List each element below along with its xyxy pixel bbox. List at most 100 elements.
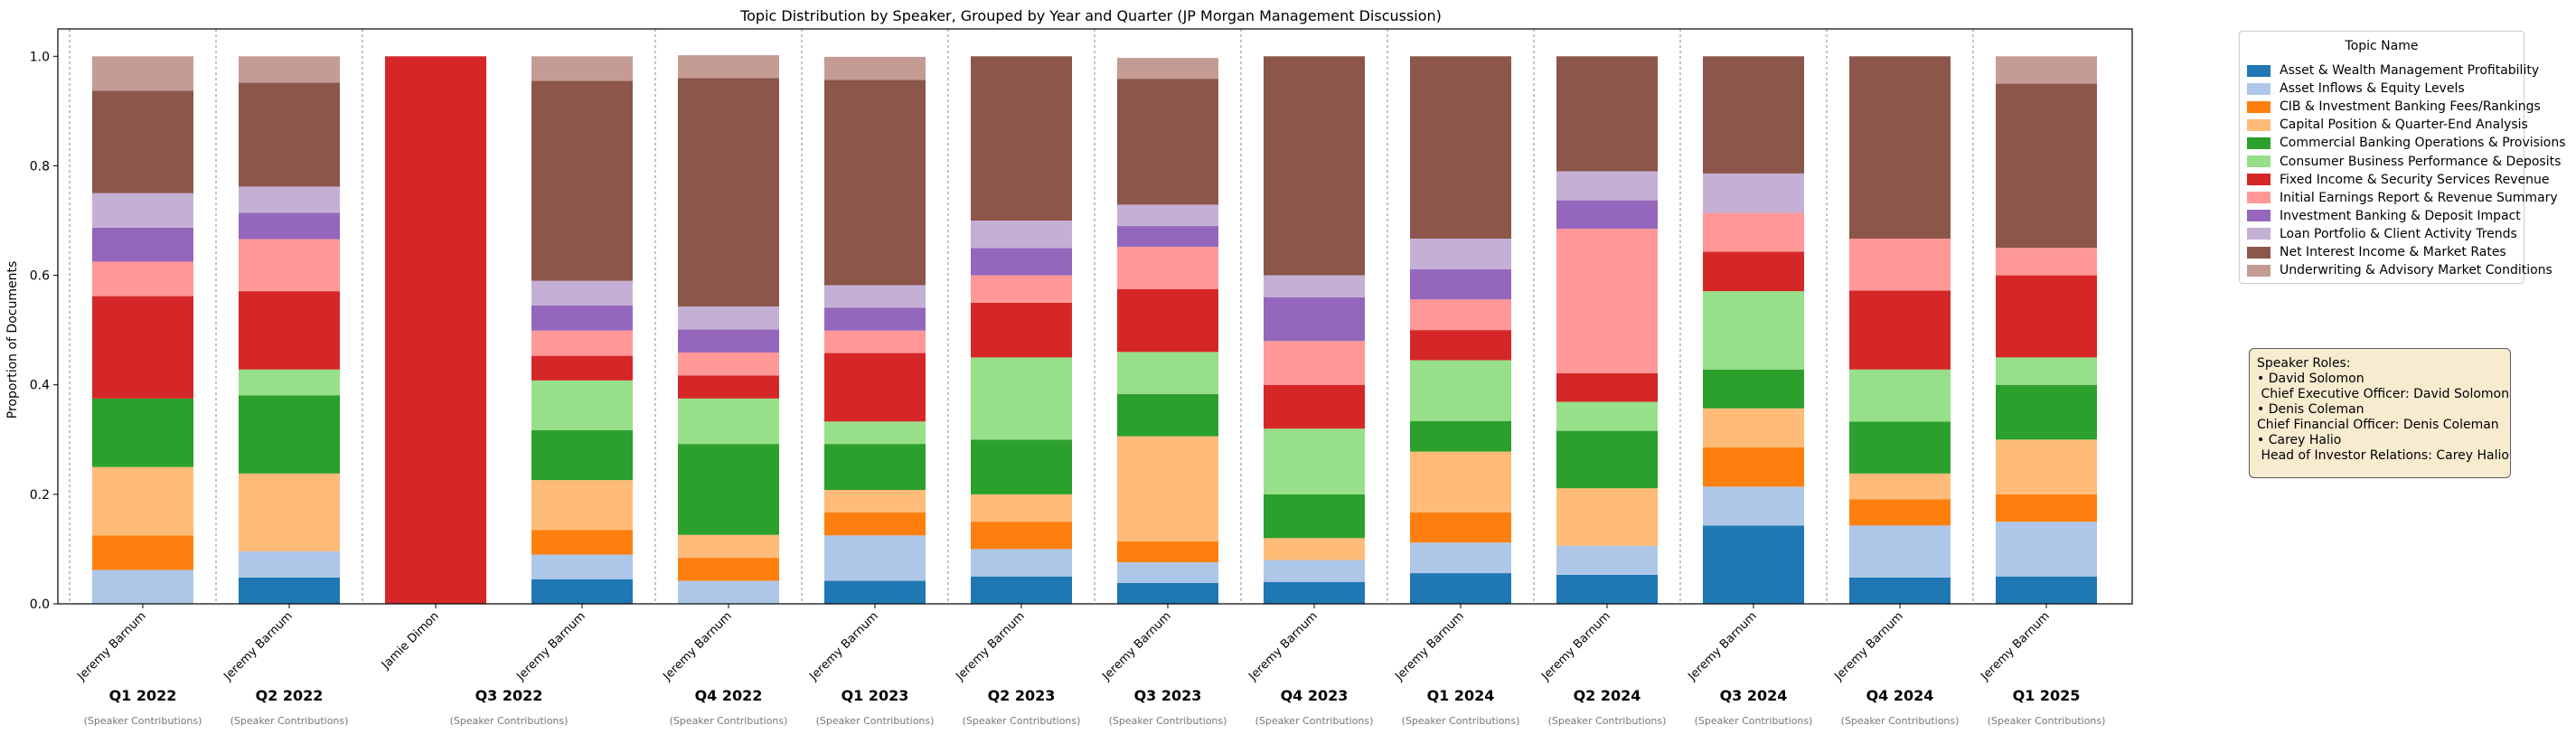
bar-segment <box>1996 439 2097 494</box>
quarter-sublabel: (Speaker Contributions) <box>230 715 349 727</box>
bar-segment <box>971 439 1072 494</box>
bar-segment <box>824 307 926 331</box>
x-tick-label: Jamie Dimon <box>379 609 442 673</box>
bar-segment <box>531 530 633 555</box>
bar-segment <box>1703 369 1804 409</box>
bar-segment <box>824 285 926 308</box>
legend-label: Capital Position & Quarter-End Analysis <box>2280 118 2528 133</box>
bar-segment <box>1996 357 2097 385</box>
bar-segment <box>824 580 926 604</box>
bar-segment <box>1996 275 2097 358</box>
bar-segment <box>971 248 1072 276</box>
y-tick-label: 0.8 <box>30 159 50 174</box>
bar-segment <box>1117 394 1218 437</box>
quarter-label: Q2 2022 <box>256 687 324 704</box>
quarter-label: Q3 2022 <box>475 687 543 704</box>
bar-segment <box>1996 248 2097 276</box>
bar-segment <box>239 550 340 578</box>
legend-swatch <box>2247 192 2270 204</box>
x-tick-label: Jeremy Barnum <box>660 609 734 683</box>
bar-segment <box>1410 573 1511 604</box>
bar-segment <box>971 576 1072 604</box>
bar-segment <box>1556 200 1658 230</box>
legend-item: Consumer Business Performance & Deposits <box>2247 154 2561 170</box>
bar-segment <box>824 535 926 581</box>
bar-segment <box>92 227 193 262</box>
quarter-sublabel: (Speaker Contributions) <box>816 715 935 727</box>
bar-segment <box>1410 451 1511 513</box>
legend-label: Initial Earnings Report & Revenue Summar… <box>2280 190 2558 205</box>
bar-segment <box>239 212 340 240</box>
bar-segment <box>1996 494 2097 522</box>
x-tick-label: Jeremy Barnum <box>1392 609 1466 683</box>
bar-segment <box>971 302 1072 358</box>
quarter-label: Q4 2022 <box>695 687 763 704</box>
roles-line: Head of Investor Relations: Carey Halio <box>2257 448 2509 463</box>
bar-segment <box>678 558 779 581</box>
bar-segment <box>1556 545 1658 575</box>
legend-label: Asset & Wealth Management Profitability <box>2280 63 2540 78</box>
bar-segment <box>531 330 633 356</box>
bar-segment <box>678 444 779 535</box>
bar-segment <box>1117 582 1218 604</box>
plot-frame <box>57 28 2133 605</box>
bar-segment <box>824 512 926 536</box>
bar-segment <box>1556 401 1658 431</box>
bar-segment <box>1556 372 1658 402</box>
y-axis-label: Proportion of Documents <box>5 261 20 419</box>
quarter-sublabel: (Speaker Contributions) <box>1841 715 1960 727</box>
bar-segment <box>1117 226 1218 248</box>
legend-item: Underwriting & Advisory Market Condition… <box>2247 262 2552 278</box>
bar-segment <box>1410 56 1511 239</box>
legend-swatch <box>2247 82 2270 95</box>
bar-segment <box>531 355 633 381</box>
quarter-sublabel: (Speaker Contributions) <box>1255 715 1374 727</box>
legend-label: Consumer Business Performance & Deposits <box>2280 154 2562 169</box>
legend-swatch <box>2247 64 2270 77</box>
bar-segment <box>1849 56 1951 239</box>
bar-segment <box>1703 447 1804 487</box>
bar-segment <box>92 466 193 536</box>
legend-item: Asset & Wealth Management Profitability <box>2247 62 2539 79</box>
bar-segment <box>1117 561 1218 583</box>
legend-label: CIB & Investment Banking Fees/Rankings <box>2280 99 2541 115</box>
bar-segment <box>1264 384 1365 429</box>
bar-segment <box>1849 369 1951 422</box>
bar-segment <box>1996 576 2097 604</box>
bar-segment <box>1117 247 1218 289</box>
y-tick-label: 0.4 <box>30 379 50 393</box>
bar-segment <box>239 239 340 292</box>
roles-line: • Carey Halio <box>2257 433 2342 447</box>
bar-segment <box>824 330 926 353</box>
quarter-label: Q2 2023 <box>988 687 1056 704</box>
legend-item: Commercial Banking Operations & Provisio… <box>2247 135 2566 151</box>
legend-item: Initial Earnings Report & Revenue Summar… <box>2247 190 2558 206</box>
legend-label: Commercial Banking Operations & Provisio… <box>2280 136 2566 151</box>
quarter-sublabel: (Speaker Contributions) <box>963 715 1081 727</box>
legend-title: Topic Name <box>2345 39 2419 53</box>
legend-item: Fixed Income & Security Services Revenue <box>2247 172 2549 188</box>
bar-segment <box>1117 436 1218 541</box>
bar-segment <box>971 221 1072 249</box>
bar-segment <box>971 494 1072 522</box>
bar-segment <box>1117 541 1218 562</box>
bar-segment <box>1703 408 1804 447</box>
bar-segment <box>1410 360 1511 421</box>
x-tick-label: Jeremy Barnum <box>1831 609 1905 683</box>
quarter-label: Q1 2023 <box>841 687 909 704</box>
bar-segment <box>1996 56 2097 84</box>
bar-segment <box>678 398 779 445</box>
legend-item: Loan Portfolio & Client Activity Trends <box>2247 226 2517 242</box>
bar-segment <box>531 56 633 81</box>
chart-title: Topic Distribution by Speaker, Grouped b… <box>739 7 1442 24</box>
x-tick-label: Jeremy Barnum <box>513 609 588 683</box>
bar-segment <box>1410 268 1511 300</box>
quarter-label: Q4 2023 <box>1281 687 1349 704</box>
legend-label: Underwriting & Advisory Market Condition… <box>2280 263 2552 278</box>
bar-segment <box>239 291 340 370</box>
bar-segment <box>678 55 779 79</box>
bar-segment <box>1556 229 1658 373</box>
legend-swatch <box>2247 210 2270 222</box>
roles-line: • David Solomon <box>2257 372 2364 386</box>
